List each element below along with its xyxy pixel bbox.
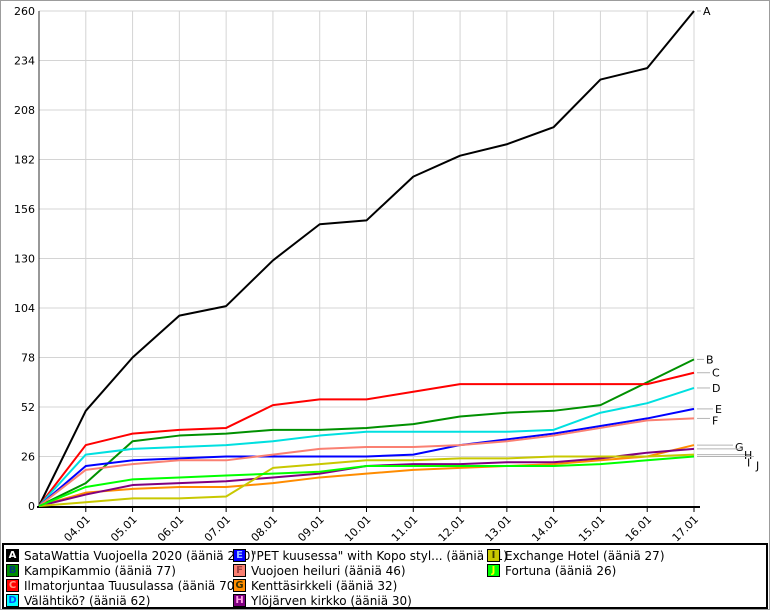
series-line-D — [38, 387, 695, 507]
legend-item-E: E "PET kuusessa" with Kopo styl... (ääniä… — [233, 548, 508, 563]
y-tick-label: 234 — [14, 55, 35, 68]
y-tick-label: 104 — [14, 302, 35, 315]
legend-label: Ylöjärven kirkko (ääniä 30) — [251, 593, 412, 608]
series-endpoint-label-J: J — [755, 460, 759, 473]
series-endpoint-label-H: H — [744, 449, 752, 462]
series-line-J — [38, 455, 695, 507]
legend-label: SataWattia Vuojoella 2020 (ääniä 260) — [24, 548, 256, 563]
y-tick-label: 260 — [14, 5, 35, 18]
legend-swatch-A: A — [6, 549, 19, 562]
series-line-C — [38, 371, 695, 507]
x-tick-label: 05.01 — [108, 513, 139, 543]
x-tick-label: 13.01 — [483, 513, 514, 543]
legend: A SataWattia Vuojoella 2020 (ääniä 260) B K… — [2, 543, 768, 609]
series-line-B — [38, 358, 695, 507]
legend-column: A SataWattia Vuojoella 2020 (ääniä 260) B K… — [6, 548, 255, 608]
series-endpoint-label-A: A — [703, 5, 711, 18]
series-line-G — [38, 444, 695, 507]
series-endpoint-label-C: C — [712, 367, 720, 380]
x-tick-label: 17.01 — [670, 513, 701, 543]
legend-swatch-I: I — [487, 549, 500, 562]
y-tick-label: 130 — [14, 253, 35, 266]
legend-swatch-G: G — [233, 579, 246, 592]
legend-item-J: J Fortuna (ääniä 26) — [487, 563, 665, 578]
series-line-E — [38, 407, 695, 507]
legend-swatch-C: C — [6, 579, 19, 592]
y-tick-label: 26 — [21, 451, 35, 464]
x-tick-label: 12.01 — [436, 513, 467, 543]
legend-label: Fortuna (ääniä 26) — [505, 563, 617, 578]
legend-column: E "PET kuusessa" with Kopo styl... (ääniä… — [233, 548, 508, 608]
x-tick-label: 09.01 — [295, 513, 326, 543]
series-line-A — [38, 10, 695, 507]
x-tick-label: 08.01 — [249, 513, 280, 543]
legend-label: Exchange Hotel (ääniä 27) — [505, 548, 665, 563]
y-tick-label: 208 — [14, 104, 35, 117]
legend-item-A: A SataWattia Vuojoella 2020 (ääniä 260) — [6, 548, 255, 563]
legend-swatch-H: H — [233, 594, 246, 607]
legend-item-H: H Ylöjärven kirkko (ääniä 30) — [233, 593, 508, 608]
legend-swatch-D: D — [6, 594, 19, 607]
y-tick-label: 0 — [28, 500, 35, 513]
legend-swatch-E: E — [233, 549, 246, 562]
x-tick-label: 15.01 — [576, 513, 607, 543]
y-tick-label: 182 — [14, 154, 35, 167]
legend-label: "PET kuusessa" with Kopo styl... (ääniä … — [251, 548, 508, 563]
legend-label: Vuojoen heiluri (ääniä 46) — [251, 563, 406, 578]
series-line-I — [38, 453, 695, 507]
series-endpoint-label-I: I — [747, 457, 750, 470]
series-endpoint-label-F: F — [712, 414, 718, 427]
series-endpoint-label-B: B — [706, 353, 714, 366]
y-tick-label: 52 — [21, 401, 35, 414]
series-line-F — [38, 417, 695, 507]
x-tick-label: 14.01 — [529, 513, 560, 543]
y-tick-label: 156 — [14, 203, 35, 216]
x-tick-label: 16.01 — [623, 513, 654, 543]
series-endpoint-label-G: G — [735, 441, 744, 454]
legend-item-I: I Exchange Hotel (ääniä 27) — [487, 548, 665, 563]
legend-item-B: B KampiKammio (ääniä 77) — [6, 563, 255, 578]
x-tick-label: 06.01 — [155, 513, 186, 543]
y-tick-label: 78 — [21, 352, 35, 365]
x-tick-label: 11.01 — [389, 513, 420, 543]
legend-swatch-B: B — [6, 564, 19, 577]
legend-swatch-F: F — [233, 564, 246, 577]
series-endpoint-label-E: E — [715, 403, 722, 416]
series-endpoint-label-D: D — [712, 382, 720, 395]
x-tick-label: 10.01 — [342, 513, 373, 543]
x-tick-label: 04.01 — [61, 513, 92, 543]
legend-swatch-J: J — [487, 564, 500, 577]
legend-label: Kenttäsirkkeli (ääniä 32) — [251, 578, 398, 593]
legend-item-D: D Välähtikö? (ääniä 62) — [6, 593, 255, 608]
legend-label: KampiKammio (ääniä 77) — [24, 563, 176, 578]
legend-item-G: G Kenttäsirkkeli (ääniä 32) — [233, 578, 508, 593]
legend-item-F: F Vuojoen heiluri (ääniä 46) — [233, 563, 508, 578]
legend-column: I Exchange Hotel (ääniä 27) J Fortuna (ääni… — [487, 548, 665, 578]
legend-label: Ilmatorjuntaa Tuusulassa (ääniä 70) — [24, 578, 240, 593]
legend-label: Välähtikö? (ääniä 62) — [24, 593, 151, 608]
x-tick-label: 07.01 — [202, 513, 233, 543]
legend-item-C: C Ilmatorjuntaa Tuusulassa (ääniä 70) — [6, 578, 255, 593]
line-chart: 0 26 52 78 104 130 156 182 208 234 260 04.01 05.01 06… — [14, 5, 759, 543]
